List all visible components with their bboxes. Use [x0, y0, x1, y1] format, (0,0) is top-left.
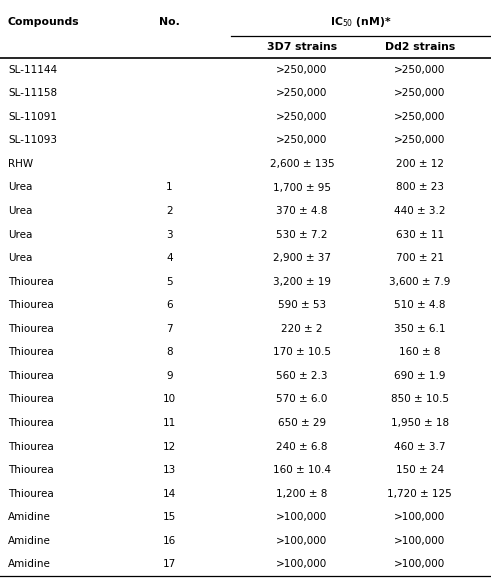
- Text: 1: 1: [166, 182, 173, 192]
- Text: 350 ± 6.1: 350 ± 6.1: [394, 324, 445, 333]
- Text: >100,000: >100,000: [394, 560, 445, 569]
- Text: Thiourea: Thiourea: [8, 371, 54, 381]
- Text: Thiourea: Thiourea: [8, 324, 54, 333]
- Text: 510 ± 4.8: 510 ± 4.8: [394, 300, 445, 310]
- Text: Thiourea: Thiourea: [8, 442, 54, 451]
- Text: Urea: Urea: [8, 182, 32, 192]
- Text: >250,000: >250,000: [394, 135, 445, 145]
- Text: No.: No.: [159, 17, 180, 27]
- Text: 12: 12: [163, 442, 176, 451]
- Text: 17: 17: [163, 560, 176, 569]
- Text: 560 ± 2.3: 560 ± 2.3: [276, 371, 327, 381]
- Text: 11: 11: [163, 418, 176, 428]
- Text: SL-11093: SL-11093: [8, 135, 57, 145]
- Text: RHW: RHW: [8, 159, 33, 169]
- Text: Thiourea: Thiourea: [8, 277, 54, 286]
- Text: 590 ± 53: 590 ± 53: [278, 300, 326, 310]
- Text: 3,600 ± 7.9: 3,600 ± 7.9: [389, 277, 451, 286]
- Text: 700 ± 21: 700 ± 21: [396, 253, 444, 263]
- Text: >250,000: >250,000: [394, 64, 445, 75]
- Text: 13: 13: [163, 465, 176, 475]
- Text: SL-11144: SL-11144: [8, 64, 57, 75]
- Text: 220 ± 2: 220 ± 2: [281, 324, 323, 333]
- Text: Amidine: Amidine: [8, 560, 51, 569]
- Text: 240 ± 6.8: 240 ± 6.8: [276, 442, 327, 451]
- Text: Thiourea: Thiourea: [8, 418, 54, 428]
- Text: Dd2 strains: Dd2 strains: [384, 42, 455, 52]
- Text: >250,000: >250,000: [276, 135, 327, 145]
- Text: 10: 10: [163, 394, 176, 404]
- Text: Thiourea: Thiourea: [8, 347, 54, 357]
- Text: 16: 16: [163, 536, 176, 546]
- Text: >100,000: >100,000: [276, 512, 327, 522]
- Text: 530 ± 7.2: 530 ± 7.2: [276, 229, 327, 239]
- Text: 570 ± 6.0: 570 ± 6.0: [276, 394, 327, 404]
- Text: Thiourea: Thiourea: [8, 465, 54, 475]
- Text: >100,000: >100,000: [394, 536, 445, 546]
- Text: 170 ± 10.5: 170 ± 10.5: [273, 347, 331, 357]
- Text: Urea: Urea: [8, 229, 32, 239]
- Text: 15: 15: [163, 512, 176, 522]
- Text: 8: 8: [166, 347, 173, 357]
- Text: 440 ± 3.2: 440 ± 3.2: [394, 206, 445, 216]
- Text: Thiourea: Thiourea: [8, 489, 54, 498]
- Text: 6: 6: [166, 300, 173, 310]
- Text: 370 ± 4.8: 370 ± 4.8: [276, 206, 327, 216]
- Text: 2: 2: [166, 206, 173, 216]
- Text: 3D7 strains: 3D7 strains: [267, 42, 337, 52]
- Text: >100,000: >100,000: [394, 512, 445, 522]
- Text: 650 ± 29: 650 ± 29: [278, 418, 326, 428]
- Text: 5: 5: [166, 277, 173, 286]
- Text: >250,000: >250,000: [276, 64, 327, 75]
- Text: 1,200 ± 8: 1,200 ± 8: [276, 489, 327, 498]
- Text: 460 ± 3.7: 460 ± 3.7: [394, 442, 445, 451]
- Text: Thiourea: Thiourea: [8, 300, 54, 310]
- Text: Compounds: Compounds: [8, 17, 80, 27]
- Text: 3,200 ± 19: 3,200 ± 19: [273, 277, 331, 286]
- Text: >250,000: >250,000: [394, 112, 445, 122]
- Text: Amidine: Amidine: [8, 512, 51, 522]
- Text: 160 ± 10.4: 160 ± 10.4: [273, 465, 331, 475]
- Text: Amidine: Amidine: [8, 536, 51, 546]
- Text: 9: 9: [166, 371, 173, 381]
- Text: >250,000: >250,000: [276, 88, 327, 98]
- Text: 800 ± 23: 800 ± 23: [396, 182, 444, 192]
- Text: 4: 4: [166, 253, 173, 263]
- Text: 7: 7: [166, 324, 173, 333]
- Text: 200 ± 12: 200 ± 12: [396, 159, 444, 169]
- Text: 2,600 ± 135: 2,600 ± 135: [270, 159, 334, 169]
- Text: SL-11158: SL-11158: [8, 88, 57, 98]
- Text: Urea: Urea: [8, 253, 32, 263]
- Text: >250,000: >250,000: [276, 112, 327, 122]
- Text: SL-11091: SL-11091: [8, 112, 57, 122]
- Text: 1,950 ± 18: 1,950 ± 18: [391, 418, 449, 428]
- Text: Thiourea: Thiourea: [8, 394, 54, 404]
- Text: 690 ± 1.9: 690 ± 1.9: [394, 371, 445, 381]
- Text: 160 ± 8: 160 ± 8: [399, 347, 440, 357]
- Text: 630 ± 11: 630 ± 11: [396, 229, 444, 239]
- Text: >250,000: >250,000: [394, 88, 445, 98]
- Text: 850 ± 10.5: 850 ± 10.5: [391, 394, 449, 404]
- Text: IC$_{50}$ (nM)*: IC$_{50}$ (nM)*: [330, 15, 392, 29]
- Text: Urea: Urea: [8, 206, 32, 216]
- Text: 1,720 ± 125: 1,720 ± 125: [387, 489, 452, 498]
- Text: 2,900 ± 37: 2,900 ± 37: [273, 253, 331, 263]
- Text: 3: 3: [166, 229, 173, 239]
- Text: >100,000: >100,000: [276, 560, 327, 569]
- Text: >100,000: >100,000: [276, 536, 327, 546]
- Text: 1,700 ± 95: 1,700 ± 95: [273, 182, 331, 192]
- Text: 150 ± 24: 150 ± 24: [396, 465, 444, 475]
- Text: 14: 14: [163, 489, 176, 498]
